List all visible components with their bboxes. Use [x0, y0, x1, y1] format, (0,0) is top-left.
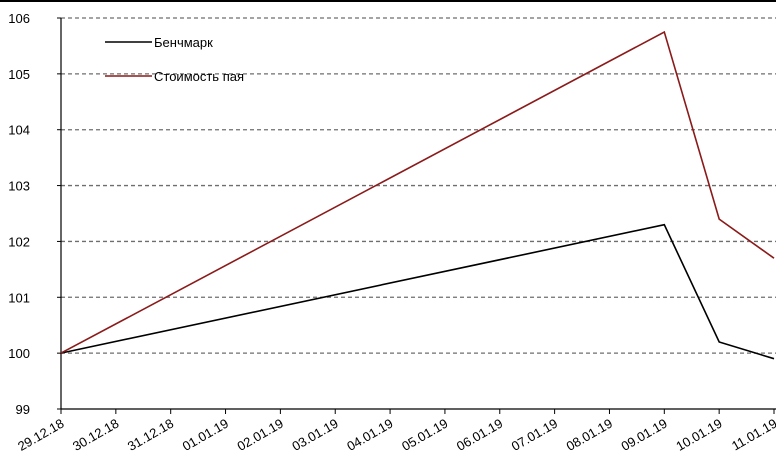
- y-tick-label: 102: [8, 234, 30, 249]
- series-line-1: [60, 30, 775, 354]
- x-tick-label: 31.12.18: [125, 416, 176, 454]
- x-tick-label: 02.01.19: [235, 416, 286, 454]
- y-tick-label: 101: [8, 290, 30, 305]
- x-tick-label: 06.01.19: [454, 416, 505, 454]
- x-tick-label: 11.01.19: [729, 416, 776, 454]
- y-tick-label: 106: [8, 11, 30, 26]
- y-tick-label: 100: [8, 346, 30, 361]
- x-tick-label: 29.12.18: [15, 416, 66, 454]
- x-tick-label: 08.01.19: [564, 416, 615, 454]
- x-tick-label: 30.12.18: [70, 416, 121, 454]
- y-tick-label: 105: [8, 67, 30, 82]
- x-tick-label: 01.01.19: [180, 416, 231, 454]
- series-line-0: [60, 223, 775, 360]
- series-lines: [60, 30, 775, 360]
- legend-label-benchmark: Бенчмарк: [154, 35, 213, 50]
- legend-label-unit-value: Стоимость пая: [154, 69, 244, 84]
- x-tick-label: 05.01.19: [399, 416, 450, 454]
- grid-lines: [61, 17, 776, 354]
- x-tick-label: 07.01.19: [509, 416, 560, 454]
- axes: [0, 0, 776, 414]
- x-tick-label: 04.01.19: [344, 416, 395, 454]
- x-tick-label: 03.01.19: [289, 416, 340, 454]
- legend: Бенчмарк Стоимость пая: [105, 35, 244, 84]
- x-tick-label: 09.01.19: [618, 416, 669, 454]
- y-tick-label: 103: [8, 179, 30, 194]
- x-tick-labels: 29.12.18 30.12.18 31.12.18 01.01.19 02.01.19…: [15, 416, 776, 454]
- x-tick-label: 10.01.19: [673, 416, 724, 454]
- y-tick-label: 99: [16, 402, 30, 417]
- y-tick-labels: 99 100 101 102 103 104 105 106: [8, 11, 30, 417]
- y-tick-label: 104: [8, 123, 30, 138]
